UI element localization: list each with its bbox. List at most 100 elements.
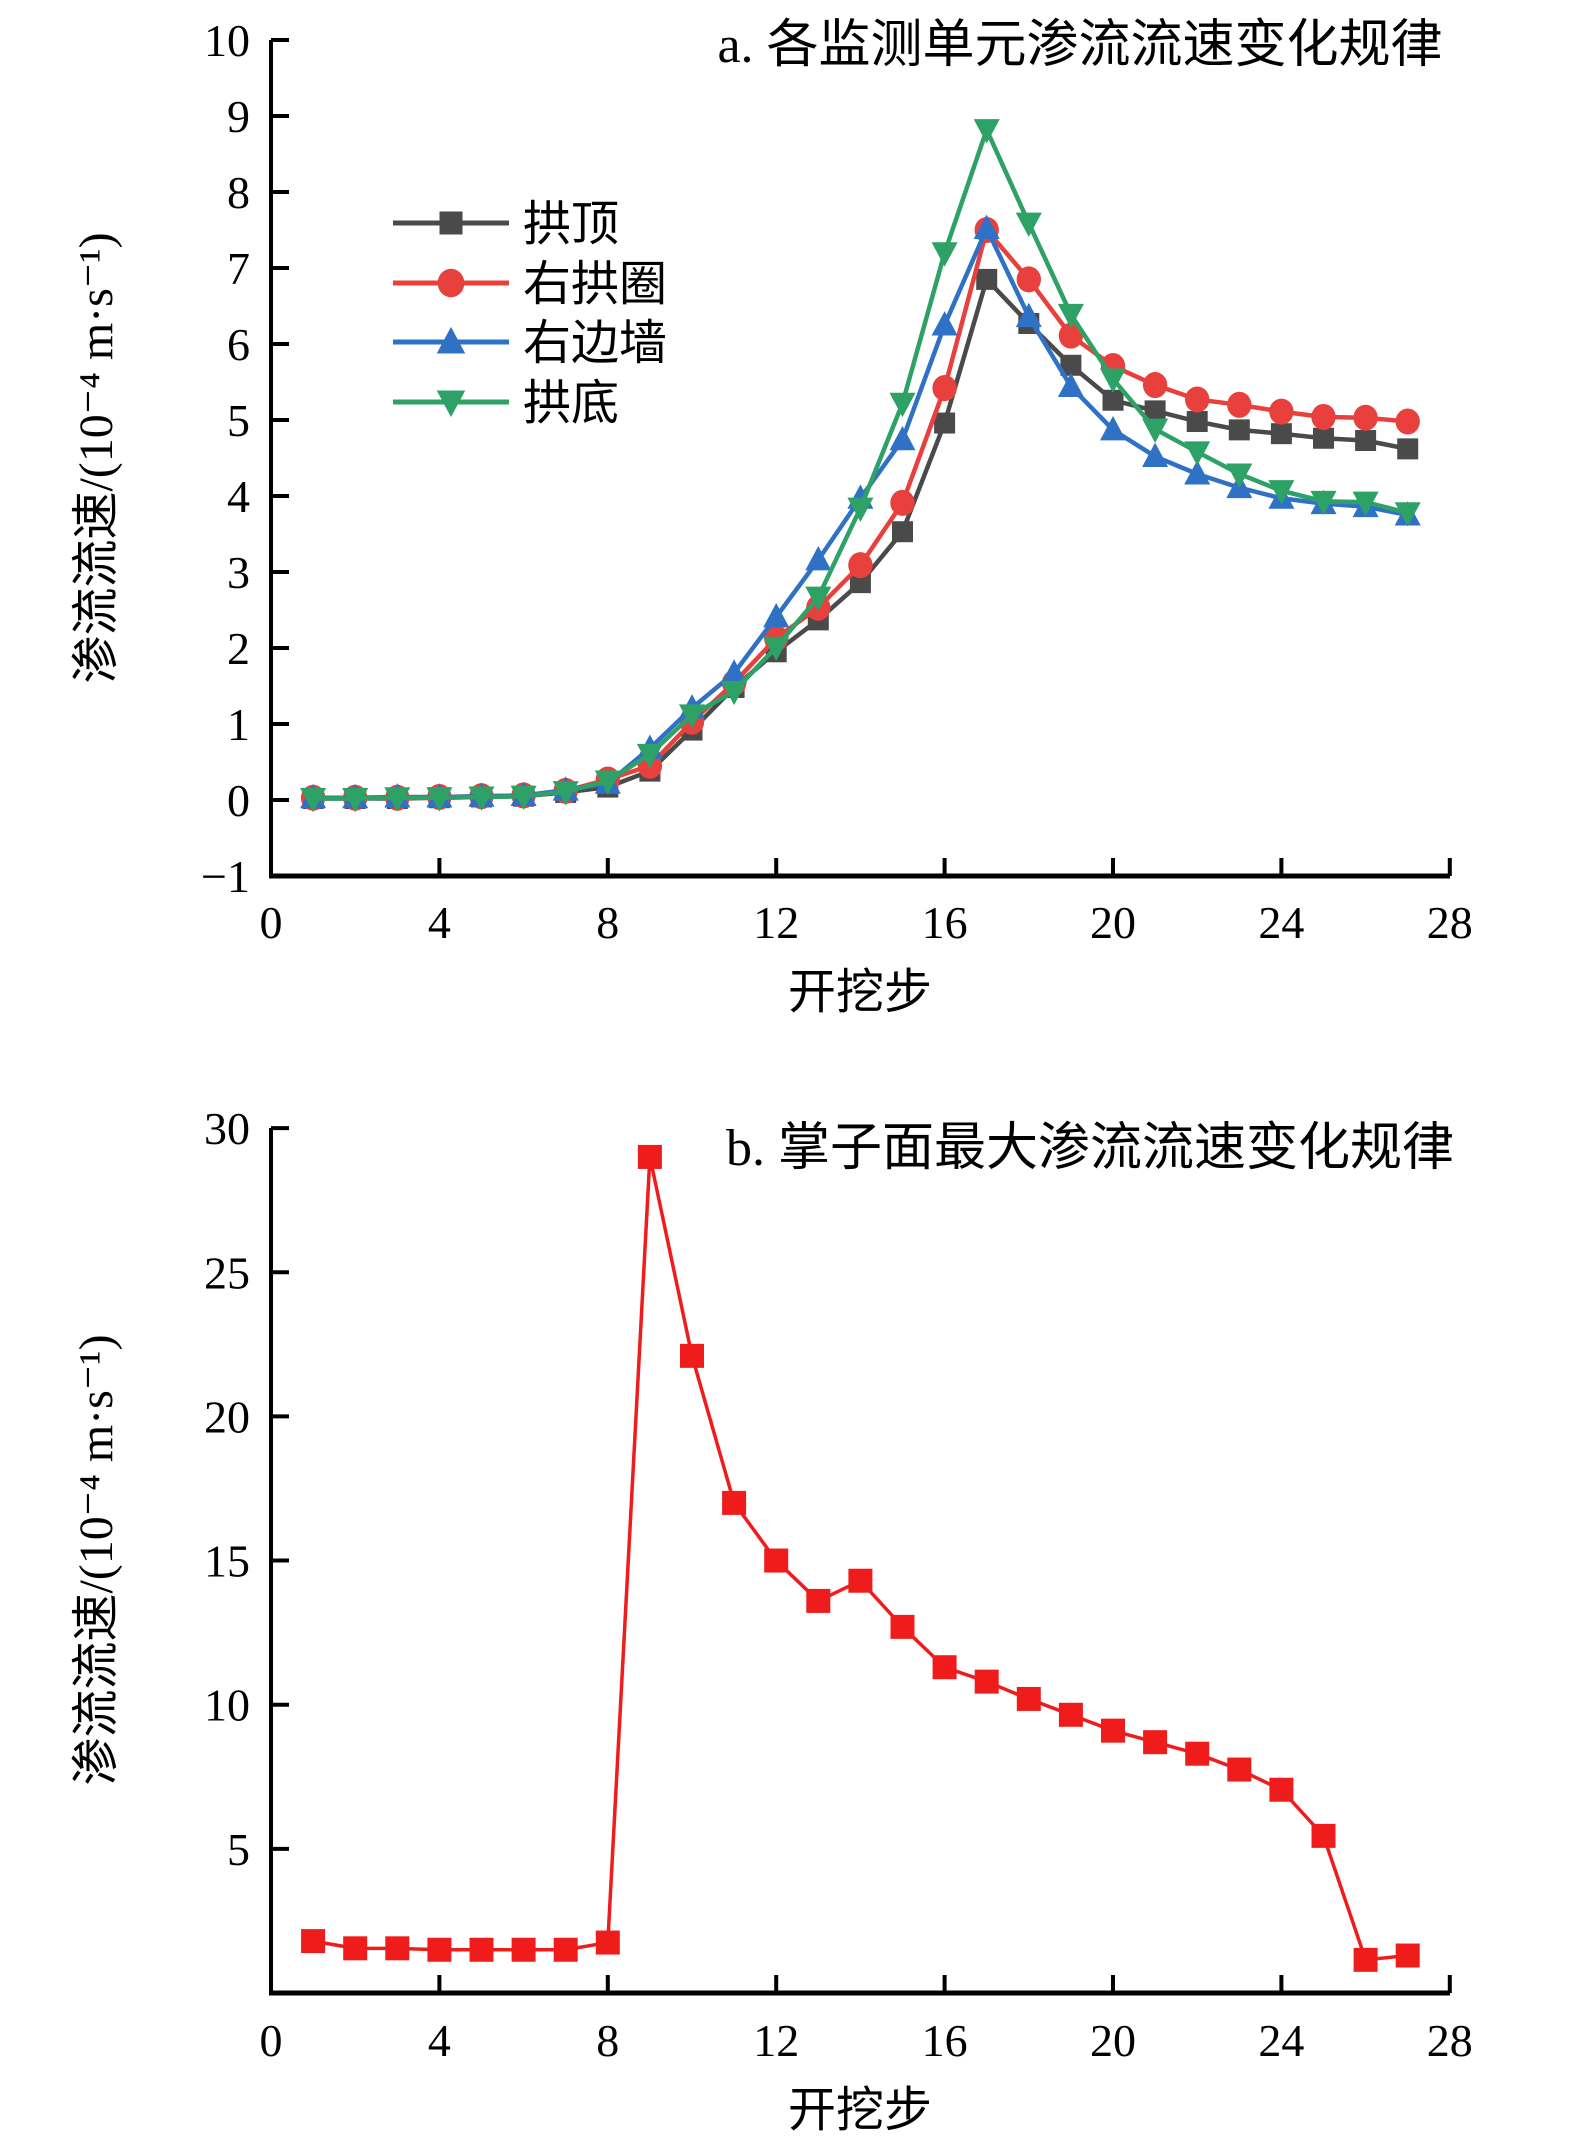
legend-label-arch-invert: 拱底 xyxy=(523,377,619,430)
data-point-right-arch-ring xyxy=(1353,404,1378,431)
data-point-crown xyxy=(1102,389,1124,411)
data-point-right-arch-ring xyxy=(1016,266,1041,293)
data-point-right-side-wall xyxy=(763,602,790,628)
data-point-right-side-wall xyxy=(1099,416,1127,441)
data-point-face-max xyxy=(343,1936,368,1961)
x-tick-label: 24 xyxy=(1258,897,1304,948)
data-point-right-side-wall xyxy=(931,311,958,336)
y-tick-label: 30 xyxy=(204,1103,250,1154)
x-tick-label: 4 xyxy=(428,897,451,948)
data-point-arch-invert xyxy=(1142,418,1169,443)
y-tick-label: 8 xyxy=(227,167,250,218)
data-point-crown xyxy=(849,572,871,594)
data-point-face-max xyxy=(1143,1730,1168,1755)
data-point-arch-invert xyxy=(678,704,706,729)
y-tick-label: 4 xyxy=(227,471,250,522)
data-point-face-max xyxy=(385,1936,410,1961)
data-point-arch-invert xyxy=(1310,490,1337,516)
chart-b-xlabel: 开挖步 xyxy=(788,2084,932,2137)
data-point-arch-invert xyxy=(721,680,748,706)
series-crown xyxy=(302,268,1419,809)
legend-item-crown: 拱顶 xyxy=(393,198,619,251)
data-point-arch-invert xyxy=(1352,491,1379,516)
data-point-face-max xyxy=(764,1548,789,1573)
data-point-arch-invert xyxy=(1226,463,1253,488)
x-tick-label: 0 xyxy=(260,897,283,948)
data-point-arch-invert xyxy=(1099,368,1127,393)
data-point-face-max xyxy=(427,1937,452,1962)
y-tick-label: 1 xyxy=(227,699,250,750)
y-tick-label: 10 xyxy=(204,15,250,66)
data-point-crown xyxy=(976,268,998,290)
series-line-crown xyxy=(313,275,1409,801)
data-point-crown xyxy=(1397,438,1419,460)
data-point-face-max xyxy=(974,1669,999,1694)
data-point-crown xyxy=(1186,411,1208,433)
y-tick-label: 7 xyxy=(227,243,250,294)
data-point-arch-invert xyxy=(847,497,874,523)
data-point-crown xyxy=(1270,423,1292,445)
data-point-face-max xyxy=(1185,1741,1210,1766)
x-tick-label: 0 xyxy=(260,2015,283,2066)
legend-label-right-side-wall: 右边墙 xyxy=(523,317,667,370)
data-point-arch-invert xyxy=(300,787,327,813)
data-point-crown xyxy=(934,412,956,434)
y-tick-label: 3 xyxy=(227,547,250,598)
data-point-right-arch-ring xyxy=(1269,398,1294,425)
data-point-face-max xyxy=(1016,1686,1041,1711)
data-point-right-arch-ring xyxy=(932,375,957,402)
data-point-arch-invert xyxy=(1394,502,1421,527)
data-point-arch-invert xyxy=(889,392,916,418)
data-point-face-max xyxy=(1311,1823,1336,1848)
y-tick-label: 5 xyxy=(227,1824,250,1875)
data-point-face-max xyxy=(1353,1947,1378,1972)
y-tick-label: 0 xyxy=(227,775,250,826)
data-point-arch-invert xyxy=(1268,480,1295,505)
chart-b-plot-area: 0 4 8 12 16 20 24 28 5 10 15 20 25 30 xyxy=(204,1103,1473,2066)
data-point-face-max xyxy=(469,1937,494,1962)
y-tick-label: 25 xyxy=(204,1247,250,1298)
data-point-arch-invert xyxy=(1015,212,1042,238)
data-point-right-arch-ring xyxy=(848,552,873,579)
data-point-face-max xyxy=(1227,1757,1252,1782)
data-point-right-side-wall xyxy=(889,425,916,451)
x-tick-label: 28 xyxy=(1427,897,1473,948)
data-point-crown xyxy=(1228,419,1250,441)
data-point-arch-invert xyxy=(1057,303,1084,329)
series-arch-invert xyxy=(300,119,1421,813)
legend-marker-crown xyxy=(439,211,463,235)
data-point-face-max xyxy=(301,1929,326,1954)
data-point-arch-invert xyxy=(384,787,411,812)
data-point-right-arch-ring xyxy=(1395,408,1420,435)
x-tick-label: 8 xyxy=(596,897,619,948)
data-point-right-arch-ring xyxy=(1142,372,1168,399)
data-point-right-side-wall xyxy=(1057,372,1084,398)
legend-item-arch-invert: 拱底 xyxy=(393,377,619,430)
data-point-crown xyxy=(1060,354,1082,376)
data-point-arch-invert xyxy=(636,743,663,769)
legend-item-right-arch-ring: 右拱圈 xyxy=(393,258,667,311)
data-point-face-max xyxy=(1058,1702,1083,1727)
data-point-right-side-wall xyxy=(1015,302,1042,328)
data-point-face-max xyxy=(1395,1943,1420,1968)
data-point-face-max xyxy=(1269,1777,1294,1802)
y-tick-label: −1 xyxy=(201,851,250,902)
data-point-face-max xyxy=(890,1614,915,1639)
data-point-arch-invert xyxy=(510,785,537,811)
legend-marker-right-side-wall xyxy=(436,326,466,354)
data-point-face-max xyxy=(637,1144,662,1169)
data-point-right-arch-ring xyxy=(1185,386,1210,413)
data-point-arch-invert xyxy=(552,781,579,806)
y-tick-label: 10 xyxy=(204,1680,250,1731)
y-tick-label: 6 xyxy=(227,319,250,370)
data-point-crown xyxy=(1313,427,1334,449)
y-tick-label: 5 xyxy=(227,395,250,446)
data-point-face-max xyxy=(932,1655,957,1680)
data-point-right-side-wall xyxy=(805,545,832,571)
data-point-face-max xyxy=(511,1937,536,1962)
data-point-face-max xyxy=(848,1568,873,1593)
